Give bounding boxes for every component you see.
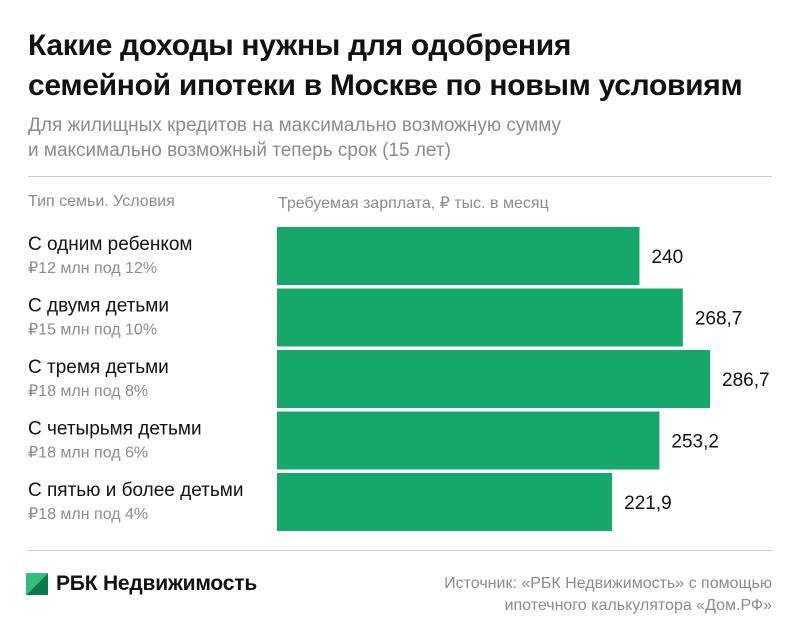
category-label-4: С четырьмя детьми bbox=[28, 419, 202, 440]
chart-subtitle: Для жилищных кредитов на максимально воз… bbox=[28, 113, 768, 163]
bar-value-label-5: 221,9 bbox=[624, 493, 672, 514]
bar-value-label-2: 268,7 bbox=[695, 309, 743, 330]
bar-5 bbox=[277, 473, 613, 531]
bar-4 bbox=[277, 411, 660, 470]
category-sublabel-1: ₽12 млн под 12% bbox=[28, 260, 157, 277]
bottom-divider bbox=[28, 550, 772, 551]
chart-subtitle-line-1: Для жилищных кредитов на максимально воз… bbox=[28, 115, 562, 136]
category-label-2: С двумя детьми bbox=[28, 296, 169, 317]
chart-title: Какие доходы нужны для одобрения семейно… bbox=[28, 26, 788, 106]
bar-3 bbox=[277, 350, 710, 408]
rbc-logo-icon bbox=[26, 573, 48, 595]
source-line-1: Источник: «РБК Недвижимость» с помощью bbox=[444, 575, 772, 592]
rbc-realty-logo: РБК Недвижимость bbox=[26, 572, 257, 596]
chart-subtitle-line-2: и максимально возможный теперь срок (15 … bbox=[28, 140, 451, 161]
chart-title-line-2: семейной ипотеки в Москве по новым услов… bbox=[28, 69, 743, 102]
brand-name: РБК Недвижимость bbox=[56, 572, 258, 595]
chart-title-line-1: Какие доходы нужны для одобрения bbox=[28, 29, 572, 62]
bar-value-label-3: 286,7 bbox=[722, 370, 770, 391]
source-line-2: ипотечного калькулятора «Дом.РФ» bbox=[504, 597, 772, 614]
category-label-3: С тремя детьми bbox=[28, 357, 169, 378]
category-label-5: С пятью и более детьми bbox=[28, 480, 243, 501]
bar-1 bbox=[277, 227, 640, 285]
category-sublabel-5: ₽18 млн под 4% bbox=[28, 506, 148, 523]
category-label-1: С одним ребенком bbox=[28, 234, 193, 255]
category-sublabel-3: ₽18 млн под 8% bbox=[28, 383, 148, 400]
salary-column-header: Требуемая зарплата, ₽ тыс. в месяц bbox=[278, 195, 549, 212]
bar-value-label-1: 240 bbox=[651, 247, 683, 268]
category-sublabel-2: ₽15 млн под 10% bbox=[28, 322, 157, 339]
source-note: Источник: «РБК Недвижимость» с помощью и… bbox=[352, 573, 772, 617]
category-sublabel-4: ₽18 млн под 6% bbox=[28, 445, 148, 462]
bar-2 bbox=[277, 288, 683, 347]
top-divider bbox=[28, 176, 772, 177]
bar-value-label-4: 253,2 bbox=[671, 432, 719, 453]
family-type-column-header: Тип семьи. Условия bbox=[28, 193, 175, 210]
